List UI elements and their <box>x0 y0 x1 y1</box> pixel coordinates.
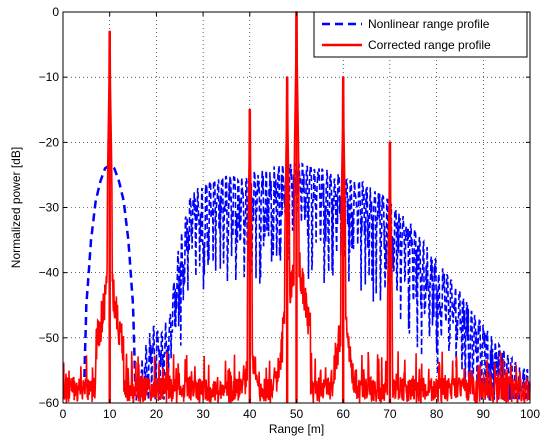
x-tick-label: 10 <box>103 407 117 421</box>
legend-label-corrected: Corrected range profile <box>368 38 491 52</box>
x-tick-label: 60 <box>337 407 351 421</box>
legend-box <box>313 11 528 58</box>
x-tick-label: 70 <box>383 407 397 421</box>
x-tick-label: 0 <box>60 407 67 421</box>
x-axis-label: Range [m] <box>269 422 324 436</box>
x-tick-label: 40 <box>243 407 257 421</box>
ticks: 0 10 20 30 40 50 60 70 80 90 100 0 −10 −20 −30 −40 −50 −6… <box>39 5 541 421</box>
y-tick-label: −40 <box>39 266 60 280</box>
legend-label-nonlinear: Nonlinear range profile <box>368 17 490 31</box>
nonlinear-series <box>135 162 531 401</box>
y-tick-label: −10 <box>39 70 60 84</box>
y-tick-label: −20 <box>39 135 60 149</box>
y-tick-label: −50 <box>39 331 60 345</box>
x-tick-label: 50 <box>290 407 304 421</box>
series-layer <box>62 11 531 405</box>
x-tick-label: 20 <box>150 407 164 421</box>
legend: Nonlinear range profile Corrected range … <box>313 11 528 58</box>
nonlinear-series-lobe <box>82 163 137 391</box>
x-tick-label: 90 <box>477 407 491 421</box>
y-tick-label: −30 <box>39 201 60 215</box>
x-tick-label: 30 <box>196 407 210 421</box>
x-tick-label: 80 <box>430 407 444 421</box>
y-tick-label: −60 <box>39 396 60 410</box>
y-tick-label: 0 <box>52 5 59 19</box>
y-axis-label: Normalized power [dB] <box>9 147 23 268</box>
x-tick-label: 100 <box>520 407 540 421</box>
